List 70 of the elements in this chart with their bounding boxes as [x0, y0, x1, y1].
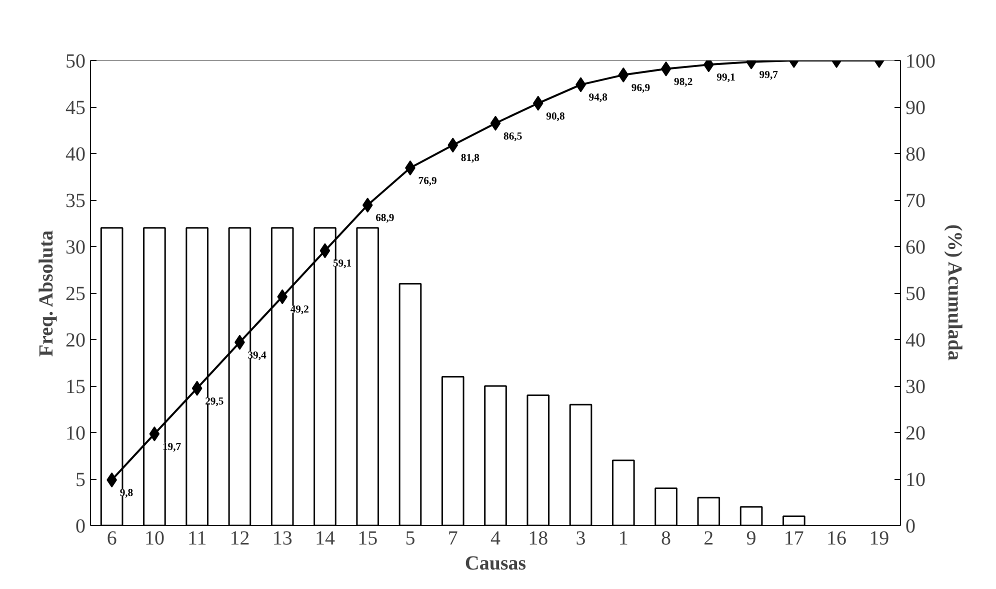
y-tick-label: 0 — [76, 516, 86, 538]
point — [618, 67, 629, 82]
x-tick-label: 14 — [314, 528, 335, 550]
x-tick-label: 6 — [106, 528, 117, 550]
x-tick-label: 2 — [704, 528, 714, 550]
y-tick-label: 5 — [76, 469, 86, 491]
y-tick-label: 20 — [66, 330, 86, 352]
y-tick-label: 30 — [66, 236, 86, 258]
x-tick-label: 1 — [618, 528, 628, 550]
y-tick-label: 25 — [66, 283, 86, 305]
x-axis-title: Causas — [464, 552, 526, 574]
x-tick-label: 17 — [784, 528, 804, 550]
y2-tick-label: 80 — [906, 144, 926, 166]
x-tick-label: 16 — [826, 528, 847, 550]
y-tick-label: 35 — [66, 190, 86, 212]
point — [149, 426, 160, 442]
y-tick-label: 15 — [66, 376, 86, 398]
y2-tick-label: 90 — [906, 97, 926, 119]
data-label: 76,9 — [418, 176, 437, 187]
point — [660, 61, 672, 76]
data-label: 90,8 — [546, 111, 565, 122]
point — [448, 138, 458, 153]
data-label: 9,8 — [120, 488, 134, 499]
y-tick-label: 45 — [66, 97, 86, 119]
data-label: 81,8 — [460, 153, 480, 164]
x-tick-label: 12 — [230, 528, 250, 550]
x-tick-label: 18 — [528, 528, 548, 550]
data-label: 68,9 — [376, 213, 394, 224]
x-tick-label: 15 — [358, 528, 378, 550]
y2-tick-label: 70 — [906, 190, 926, 212]
data-label: 59,1 — [332, 258, 352, 270]
x-tick-label: 5 — [405, 528, 416, 550]
data-label: 39,4 — [248, 350, 268, 362]
x-tick-label: 9 — [746, 528, 756, 550]
x-tick-label: 4 — [490, 528, 500, 550]
data-label: 29,5 — [205, 396, 224, 408]
y-tick-label: 10 — [66, 422, 86, 444]
point — [192, 380, 202, 396]
point — [532, 96, 544, 111]
x-tick-label: 10 — [144, 528, 164, 550]
point — [362, 198, 373, 213]
y-tick-label: 40 — [66, 144, 86, 166]
x-tick-label: 11 — [187, 528, 207, 550]
y2-tick-label: 30 — [906, 376, 926, 398]
data-label: 96,9 — [631, 82, 650, 94]
y2-axis-title: (%) Acumulada — [944, 224, 966, 361]
data-label: 19,7 — [162, 442, 182, 453]
data-label: 99,1 — [716, 72, 736, 84]
y2-tick-label: 40 — [906, 330, 926, 352]
data-label: 98,2 — [674, 76, 693, 88]
y2-tick-label: 20 — [906, 422, 926, 444]
y-axis-title: Freq. Absoluta — [36, 230, 58, 357]
point — [320, 243, 330, 258]
data-label: 86,5 — [504, 131, 522, 142]
data-label: 49,2 — [290, 304, 309, 316]
y2-tick-label: 10 — [906, 469, 926, 491]
x-tick-label: 13 — [272, 528, 292, 550]
x-tick-label: 7 — [448, 528, 458, 550]
data-label: 99,7 — [759, 70, 779, 81]
y2-tick-label: 100 — [906, 50, 936, 72]
x-tick-label: 19 — [869, 528, 890, 550]
x-tick-label: 3 — [576, 528, 586, 550]
point — [490, 116, 501, 131]
y-tick-label: 50 — [66, 50, 86, 72]
y2-tick-label: 60 — [906, 236, 926, 258]
point — [277, 289, 288, 304]
data-label: 94,8 — [588, 92, 608, 104]
x-tick-label: 8 — [661, 528, 672, 550]
y2-tick-label: 50 — [906, 283, 926, 305]
y2-tick-label: 0 — [906, 516, 916, 538]
